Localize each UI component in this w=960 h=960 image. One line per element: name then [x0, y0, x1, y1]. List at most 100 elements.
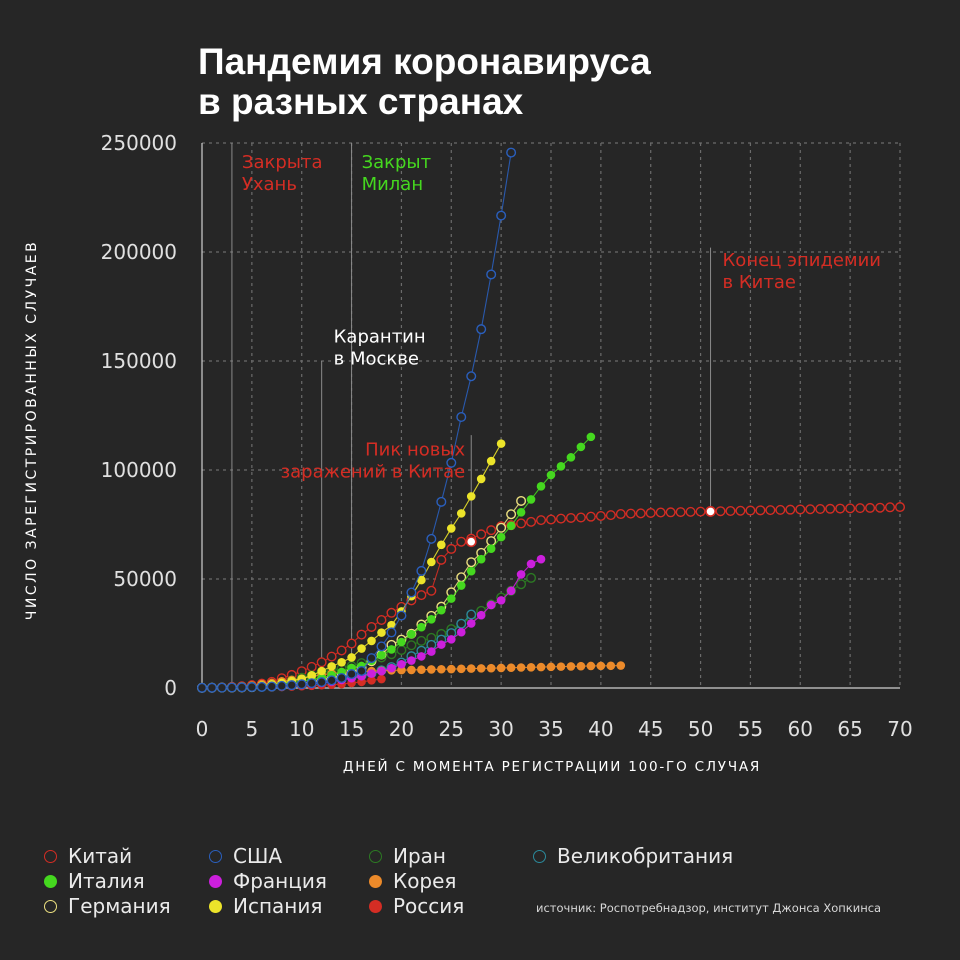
annotation-label: Закрыт: [362, 152, 432, 173]
data-point-china: [895, 502, 906, 513]
data-point-germany: [496, 522, 507, 533]
data-point-italy: [407, 629, 416, 639]
y-tick-label: 0: [164, 676, 177, 700]
x-tick-label: 70: [887, 717, 912, 741]
data-point-usa: [446, 457, 457, 468]
data-point-usa: [346, 669, 357, 680]
data-point-germany: [506, 509, 517, 520]
y-tick-label: 150000: [101, 349, 177, 373]
data-point-usa: [226, 682, 237, 693]
data-point-china: [516, 518, 527, 529]
highlight-layer: [465, 506, 716, 548]
data-point-spain: [437, 540, 446, 550]
data-point-china: [825, 503, 836, 514]
data-point-china: [875, 502, 886, 513]
data-point-china: [805, 504, 816, 515]
legend-item-russia: Россия: [369, 893, 464, 919]
data-point-spain: [307, 671, 316, 680]
data-point-italy: [536, 482, 546, 491]
data-point-usa: [406, 587, 417, 598]
annotation-label: в Москве: [334, 348, 419, 369]
legend-marker-usa: [209, 849, 222, 863]
data-point-china: [715, 506, 726, 517]
data-point-korea: [496, 663, 506, 673]
data-point-france: [367, 669, 376, 678]
data-point-italy: [466, 566, 476, 576]
data-point-spain: [367, 636, 376, 646]
data-point-usa: [196, 682, 207, 693]
data-point-usa: [316, 677, 327, 688]
x-tick-label: 5: [245, 717, 258, 741]
data-point-korea: [526, 662, 536, 672]
x-tick-label: 0: [196, 717, 209, 741]
annotation-label: заражений в Китае: [281, 462, 466, 483]
annotation-label: Ухань: [242, 174, 297, 195]
data-point-spain: [417, 575, 426, 585]
data-point-china: [486, 525, 497, 536]
data-point-china: [575, 512, 586, 523]
data-point-korea: [596, 661, 606, 671]
data-point-china: [555, 513, 566, 524]
data-point-china: [595, 510, 606, 521]
data-point-china: [635, 508, 646, 519]
x-tick-label: 25: [439, 717, 464, 741]
data-point-usa: [396, 610, 407, 621]
data-point-china: [366, 621, 377, 632]
data-point-korea: [407, 665, 416, 675]
data-point-korea: [606, 661, 616, 671]
data-point-italy: [417, 622, 426, 632]
data-point-usa: [266, 681, 277, 692]
data-point-china: [675, 507, 686, 518]
data-point-iran: [406, 640, 417, 651]
data-point-china: [665, 507, 676, 518]
data-point-china: [356, 629, 367, 640]
data-point-usa: [246, 682, 257, 693]
data-point-korea: [506, 663, 516, 673]
data-point-china: [885, 502, 896, 513]
title-line-2: в разных странах: [198, 81, 524, 122]
legend-marker-iran: [369, 849, 382, 863]
data-point-korea: [536, 662, 546, 672]
annotation-label: Милан: [362, 174, 424, 195]
data-point-italy: [546, 470, 556, 480]
legend-marker-italy: [44, 874, 57, 888]
x-tick-label: 60: [788, 717, 813, 741]
annotation-label: Закрыта: [242, 152, 323, 173]
series-line-china: [201, 506, 901, 689]
data-point-china: [655, 507, 666, 518]
x-tick-label: 30: [488, 717, 513, 741]
data-point-france: [476, 610, 486, 620]
data-point-france: [427, 647, 436, 656]
data-point-china: [456, 536, 467, 547]
x-axis-label: ДНЕЙ С МОМЕНТА РЕГИСТРАЦИИ 100-ГО СЛУЧАЯ: [342, 759, 762, 775]
data-point-china: [615, 509, 626, 520]
legend-marker-germany: [44, 899, 57, 913]
legend: Китай Италия Германия США Франция Испания Иран…: [44, 843, 764, 923]
data-point-china: [755, 505, 766, 516]
data-point-iran: [526, 572, 537, 583]
data-point-france: [397, 659, 406, 669]
data-point-korea: [586, 661, 596, 671]
data-point-korea: [417, 665, 426, 674]
legend-label-italy: Италия: [68, 869, 145, 893]
legend-marker-china: [44, 849, 57, 863]
data-point-china: [386, 607, 397, 618]
data-point-spain: [327, 662, 336, 671]
data-point-spain: [387, 620, 396, 630]
data-point-iran: [516, 579, 527, 590]
data-point-france: [377, 666, 386, 676]
data-point-france: [496, 596, 506, 605]
data-point-china: [815, 504, 826, 515]
axis-layer: [201, 143, 900, 689]
chart-title: Пандемия коронавируса в разных странах: [198, 42, 651, 122]
data-point-korea: [466, 664, 476, 673]
data-point-china: [416, 590, 427, 601]
legend-label-france: Франция: [233, 869, 327, 893]
legend-item-france: Франция: [209, 868, 327, 894]
annotation-label: Карантин: [334, 326, 426, 347]
data-point-spain: [476, 474, 486, 484]
data-point-china: [855, 503, 866, 514]
data-point-usa: [496, 210, 507, 221]
data-point-korea: [456, 664, 466, 674]
